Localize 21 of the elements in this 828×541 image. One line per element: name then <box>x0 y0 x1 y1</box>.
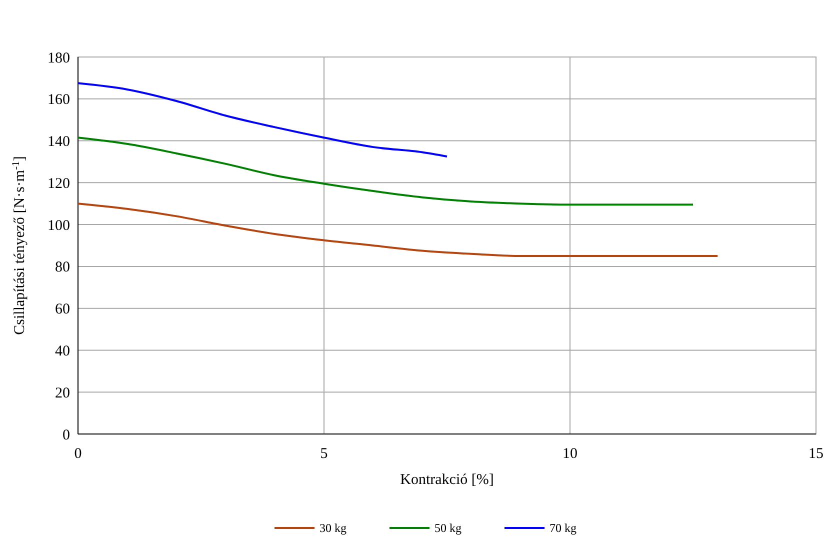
legend-label: 70 kg <box>550 521 576 536</box>
y-tick-label: 80 <box>55 260 70 276</box>
legend-label: 30 kg <box>320 521 346 536</box>
x-tick-label: 0 <box>74 446 82 462</box>
y-tick-label: 140 <box>48 134 70 150</box>
line-series <box>77 82 448 158</box>
legend-label: 50 kg <box>434 521 462 536</box>
y-tick-label: 160 <box>48 92 70 108</box>
x-tick-label: 10 <box>562 446 578 462</box>
x-tick-label: 5 <box>320 446 328 462</box>
y-tick-label: 40 <box>55 343 70 360</box>
y-tick-label: 120 <box>48 176 70 192</box>
x-tick-label: 15 <box>808 446 824 462</box>
y-tick-label: 20 <box>55 385 70 402</box>
line-series <box>77 202 719 257</box>
line-series <box>77 136 694 206</box>
y-tick-label: 100 <box>48 218 70 234</box>
y-tick-label: 180 <box>48 50 70 66</box>
y-tick-label: 0 <box>62 427 70 444</box>
x-axis-title: Kontrakció [%] <box>400 472 494 488</box>
y-tick-label: 60 <box>55 302 70 318</box>
